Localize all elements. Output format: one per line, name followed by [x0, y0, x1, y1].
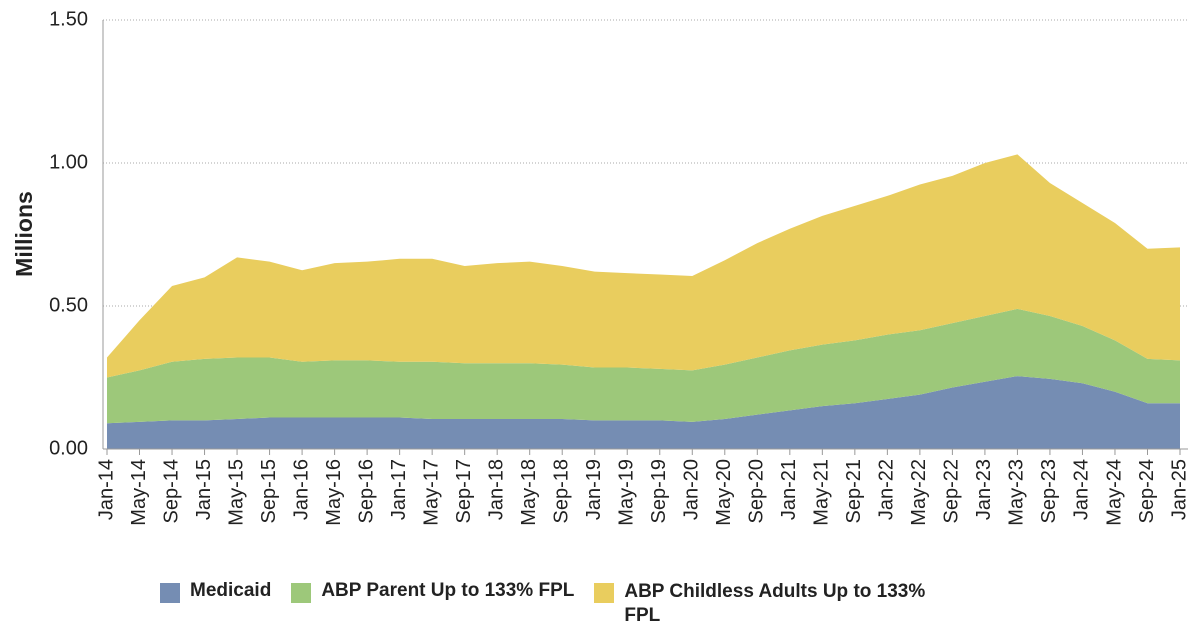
legend-swatch: [594, 583, 615, 603]
x-tick-label: Jan-15: [193, 459, 215, 520]
x-tick-label: Jan-16: [290, 459, 312, 520]
x-tick-label: Jan-25: [1168, 459, 1188, 520]
x-tick-label: Jan-18: [485, 459, 507, 520]
y-tick-label: 1.50: [49, 8, 88, 30]
x-tick-label: Sep-16: [355, 459, 377, 524]
x-tick-label: Sep-14: [160, 459, 182, 524]
area: [107, 308, 1180, 424]
x-tick-label: May-19: [616, 459, 638, 526]
x-tick-label: May-23: [1006, 459, 1028, 526]
x-tick-label: May-14: [128, 459, 150, 526]
x-tick-label: Sep-21: [843, 459, 865, 524]
x-tick-label: Jan-17: [388, 459, 410, 520]
x-tick-label: Sep-24: [1136, 459, 1158, 524]
x-tick-label: May-18: [518, 459, 540, 526]
legend-swatch: [160, 583, 180, 603]
y-tick-label: 0.50: [49, 294, 88, 316]
legend-item: ABP Childless Adults Up to 133% FPL: [594, 580, 964, 628]
x-tick-label: Sep-20: [746, 459, 768, 524]
y-tick-label: 0.00: [49, 437, 88, 459]
area: [107, 376, 1180, 449]
legend-label: ABP Parent Up to 133% FPL: [321, 580, 575, 601]
x-tick-label: May-21: [811, 459, 833, 526]
legend-label: ABP Childless Adults Up to 133% FPL: [624, 581, 926, 626]
x-tick-label: May-15: [225, 459, 247, 526]
x-tick-label: Sep-23: [1038, 459, 1060, 524]
x-tick-label: Sep-18: [550, 459, 572, 524]
legend: Medicaid ABP Parent Up to 133% FPL ABP Chi…: [160, 580, 1060, 628]
x-tick-label: Sep-19: [648, 459, 670, 524]
chart: Millions 0.00 0.50 1.00 1.50 Jan-14 May-14 Sep…: [11, 8, 1188, 526]
legend-item: ABP Parent Up to 133% FPL: [291, 580, 574, 603]
x-tick-label: May-16: [323, 459, 345, 526]
x-tick-label: Jan-24: [1071, 459, 1093, 520]
x-tick-label: Sep-17: [453, 459, 475, 524]
x-tick-label: Jan-23: [973, 459, 995, 520]
x-tick-label: Jan-22: [876, 459, 898, 520]
x-tick-label: May-17: [420, 459, 442, 526]
x-tick-label: May-22: [908, 459, 930, 526]
y-axis-label: Millions: [11, 191, 37, 277]
legend-item: Medicaid: [160, 580, 271, 603]
x-tick-label: Sep-22: [941, 459, 963, 524]
area: [107, 154, 1180, 378]
x-tick-label: Jan-21: [778, 459, 800, 520]
legend-swatch: [291, 583, 312, 603]
x-tick-label: Jan-20: [681, 459, 703, 520]
x-tick-label: May-24: [1103, 459, 1125, 526]
legend-label: Medicaid: [190, 580, 272, 601]
x-tick-label: May-20: [713, 459, 735, 526]
x-tick-label: Jan-19: [583, 459, 605, 520]
y-tick-label: 1.00: [49, 151, 88, 173]
x-tick-label: Sep-15: [258, 459, 280, 524]
x-tick-label: Jan-14: [95, 459, 117, 520]
